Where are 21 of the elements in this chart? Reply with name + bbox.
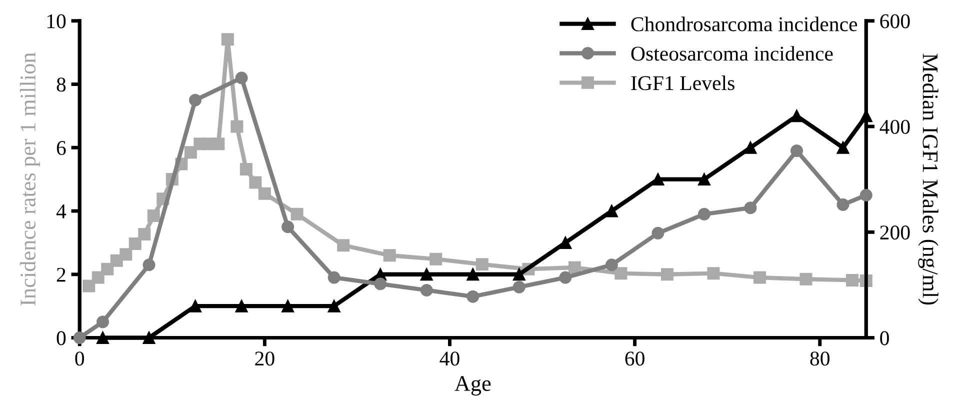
- y-tick-label: 4: [56, 204, 66, 218]
- x-tick-label: 60: [625, 352, 644, 366]
- x-tick-label: 0: [75, 352, 84, 366]
- y-tick-label: 2: [56, 268, 66, 282]
- y2-tick-label: 600: [880, 14, 910, 28]
- x-tick-label: 40: [440, 352, 460, 366]
- legend-label: IGF1 Levels: [631, 76, 734, 90]
- y-tick-label: 10: [47, 14, 66, 28]
- y2-tick-label: 0: [880, 331, 889, 346]
- y2-tick-label: 400: [880, 120, 910, 134]
- y-axis-title: Incidence rates per 1 million: [20, 52, 40, 306]
- y-tick-label: 8: [56, 78, 66, 92]
- x-axis-title: Age: [454, 376, 491, 396]
- y-tick-label: 6: [56, 141, 66, 156]
- x-tick-label: 20: [255, 352, 274, 366]
- legend-label: Osteosarcoma incidence: [631, 46, 833, 61]
- y-tick-label: 0: [56, 331, 66, 346]
- y2-tick-label: 200: [880, 226, 910, 240]
- y2-axis-title: Median IGF1 Males (ng/ml): [918, 54, 938, 305]
- x-tick-label: 80: [810, 352, 830, 366]
- legend-label: Chondrosarcoma incidence: [631, 16, 858, 32]
